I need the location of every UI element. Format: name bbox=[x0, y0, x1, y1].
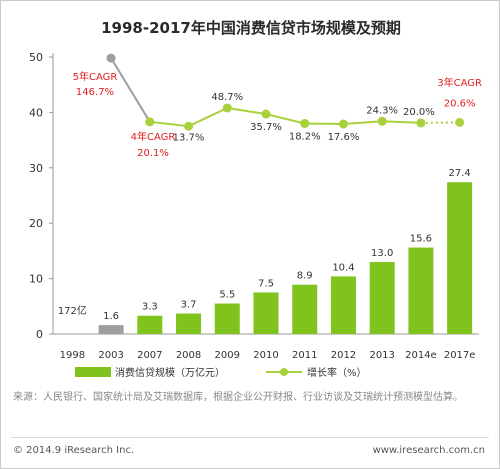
y-tick-label: 10 bbox=[29, 273, 43, 286]
bar bbox=[176, 313, 202, 334]
chart-title: 1998-2017年中国消费信贷市场规模及预期 bbox=[101, 19, 401, 37]
bar-value-label: 8.9 bbox=[297, 271, 313, 282]
growth-point bbox=[106, 53, 116, 63]
growth-label: 18.2% bbox=[289, 131, 321, 142]
bar bbox=[214, 303, 240, 334]
bar-value-label: 1.6 bbox=[103, 311, 119, 322]
growth-point bbox=[377, 116, 387, 126]
growth-line-segment bbox=[420, 121, 460, 124]
growth-line-segment bbox=[149, 106, 421, 128]
bar bbox=[137, 315, 163, 334]
y-tick-label: 0 bbox=[36, 328, 43, 341]
y-tick-label: 30 bbox=[29, 162, 43, 175]
growth-point bbox=[222, 103, 232, 113]
y-tick-label: 50 bbox=[29, 51, 43, 64]
x-tick-label: 2017e bbox=[444, 350, 476, 361]
growth-point bbox=[416, 118, 426, 128]
growth-label: 20.0% bbox=[403, 107, 435, 118]
cagr-annotation: 4年CAGR bbox=[131, 130, 176, 143]
bar-value-label: 27.4 bbox=[449, 168, 471, 179]
x-tick-label: 2009 bbox=[215, 350, 240, 361]
x-tick-label: 2007 bbox=[137, 350, 162, 361]
source-note: 来源：人民银行、国家统计局及艾瑞数据库，根据企业公开财报、行业访谈及艾瑞统计预测… bbox=[13, 392, 463, 403]
x-tick-label: 2011 bbox=[292, 350, 317, 361]
y-tick-label: 40 bbox=[29, 106, 43, 119]
bar bbox=[408, 247, 434, 334]
x-tick-label: 1998 bbox=[60, 350, 85, 361]
growth-point bbox=[184, 121, 194, 131]
cagr-annotation: 5年CAGR bbox=[73, 70, 118, 83]
bar-value-label: 10.4 bbox=[332, 262, 354, 273]
cagr-annotation: 20.1% bbox=[137, 148, 169, 159]
cagr-annotation: 3年CAGR bbox=[437, 76, 482, 89]
legend-label: 增长率（%） bbox=[307, 366, 367, 379]
combo-chart: 0 10 20 30 40 50 172亿 1.6 3.3 3.7 5.5 7.5 8.9 10.4 13.… bbox=[29, 51, 482, 379]
growth-label: 17.6% bbox=[328, 132, 360, 143]
bar bbox=[253, 292, 279, 334]
bar bbox=[369, 261, 395, 334]
bar bbox=[330, 276, 356, 334]
growth-label: 13.7% bbox=[173, 132, 205, 143]
x-tick-label: 2014e bbox=[405, 350, 437, 361]
y-tick-label: 20 bbox=[29, 217, 43, 230]
growth-label: 20.6% bbox=[444, 98, 476, 109]
bar-value-label: 3.7 bbox=[181, 300, 197, 311]
x-tick-label: 2012 bbox=[331, 350, 356, 361]
x-tick-label: 2008 bbox=[176, 350, 201, 361]
bar bbox=[447, 182, 473, 334]
growth-point bbox=[338, 119, 348, 129]
website-text: www.iresearch.com.cn bbox=[372, 445, 485, 456]
copyright-text: © 2014.9 iResearch Inc. bbox=[13, 445, 135, 456]
legend-swatch-bar bbox=[75, 367, 111, 377]
growth-point bbox=[261, 109, 271, 119]
legend-swatch-point bbox=[280, 368, 288, 376]
bar-value-label: 3.3 bbox=[142, 302, 158, 313]
x-tick-label: 2013 bbox=[369, 350, 394, 361]
bar-value-label: 172亿 bbox=[58, 304, 87, 317]
x-tick-label: 2010 bbox=[253, 350, 278, 361]
growth-label: 24.3% bbox=[366, 105, 398, 116]
growth-point bbox=[145, 117, 155, 127]
growth-label: 35.7% bbox=[250, 122, 282, 133]
footer-divider bbox=[11, 437, 489, 438]
growth-point bbox=[300, 118, 310, 128]
bar-value-label: 15.6 bbox=[410, 234, 432, 245]
bar-value-label: 5.5 bbox=[219, 290, 235, 301]
growth-point bbox=[455, 117, 465, 127]
bar-value-label: 13.0 bbox=[371, 248, 393, 259]
bar-value-label: 7.5 bbox=[258, 278, 274, 289]
growth-label: 48.7% bbox=[211, 92, 243, 103]
legend-label: 消费信贷规模（万亿元） bbox=[115, 366, 225, 379]
growth-line-segment bbox=[110, 57, 151, 123]
x-tick-label: 2003 bbox=[98, 350, 123, 361]
bar bbox=[292, 284, 318, 334]
bar bbox=[98, 325, 124, 334]
cagr-annotation: 146.7% bbox=[76, 87, 114, 98]
